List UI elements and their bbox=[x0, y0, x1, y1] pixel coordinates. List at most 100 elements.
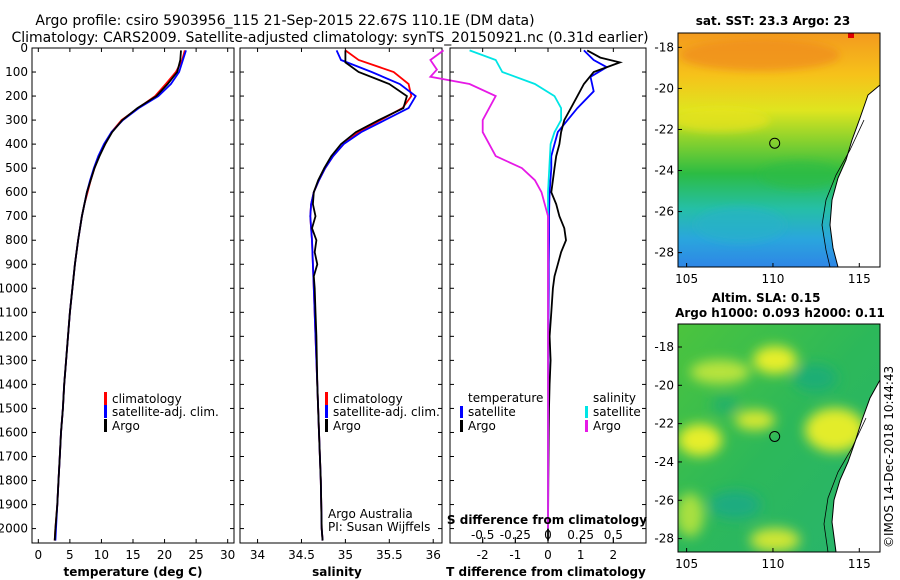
series-line-argo bbox=[311, 50, 408, 541]
x-tick-label: 2 bbox=[610, 548, 618, 562]
imos-watermark: ©IMOS 14-Dec-2018 10:44:43 bbox=[882, 366, 896, 548]
s-tick-label: 0.5 bbox=[604, 528, 623, 542]
legend-mark-climatology bbox=[104, 392, 107, 405]
sla-isobath bbox=[823, 417, 867, 552]
x-tick-label: 0 bbox=[34, 548, 42, 562]
salinity-x-tick-labels: 34 34.5 35 35.5 36 bbox=[250, 548, 441, 562]
depth-tick-labels: 0 100 200 300 400 500 600 700 800 900 1000 1100 1200… bbox=[0, 41, 28, 536]
difference-panel: -2 -1 0 1 2 -0.5 -0.25 0 0.25 0.5 S difference f… bbox=[428, 47, 647, 579]
map-y-tick-label: -24 bbox=[654, 455, 674, 469]
sst-nodata-spot bbox=[848, 33, 854, 38]
legend-mark-temp-satellite bbox=[460, 406, 463, 418]
series-line-temperature-argo bbox=[547, 49, 623, 541]
salinity-difference-label: S difference from climatology bbox=[447, 513, 647, 527]
sst-map-ticks: 105 110 115 -18 -20 -22 -24 -26 -28 bbox=[654, 40, 870, 286]
sla-high-5 bbox=[735, 410, 775, 430]
sla-low-3 bbox=[711, 397, 739, 413]
sla-map-image bbox=[678, 324, 880, 552]
x-tick-label: 36 bbox=[426, 548, 441, 562]
sla-map-ticks: 105 110 115 -18 -20 -22 -24 -26 -28 bbox=[654, 340, 870, 571]
map-y-tick-label: -22 bbox=[654, 122, 674, 136]
series-line-satellite-adj-clim- bbox=[54, 50, 187, 541]
x-tick-label: 35 bbox=[338, 548, 353, 562]
salinity-difference-tick-labels: -0.5 -0.25 0 0.25 0.5 bbox=[471, 528, 623, 542]
sst-isobath bbox=[821, 119, 865, 267]
legend-label-satellite: satellite-adj. clim. bbox=[333, 405, 440, 419]
title-line-2: Climatology: CARS2009. Satellite-adjuste… bbox=[11, 30, 648, 46]
temperature-lines bbox=[53, 50, 187, 541]
depth-tick-label: 400 bbox=[5, 137, 28, 151]
sla-low-1 bbox=[793, 364, 837, 392]
credit-pi: PI: Susan Wijffels bbox=[328, 520, 430, 534]
temperature-x-tick-labels: 0 5 10 15 20 25 30 bbox=[34, 548, 235, 562]
legend-mark-climatology bbox=[325, 392, 328, 405]
sla-high-2 bbox=[690, 360, 750, 384]
map-x-tick-label: 105 bbox=[675, 272, 698, 286]
map-y-tick-label: -18 bbox=[654, 340, 674, 354]
sst-map-title: sat. SST: 23.3 Argo: 23 bbox=[696, 14, 850, 28]
depth-tick-label: 1600 bbox=[0, 425, 28, 439]
legend-mark-sal-satellite bbox=[585, 406, 588, 418]
sst-green-patch bbox=[760, 161, 840, 189]
legend-label-satellite: satellite-adj. clim. bbox=[112, 405, 219, 419]
legend-title-salinity: salinity bbox=[593, 391, 636, 405]
map-y-tick-label: -26 bbox=[654, 205, 674, 219]
difference-legend: temperature satellite Argo salinity sate… bbox=[460, 391, 641, 433]
depth-tick-label: 600 bbox=[5, 185, 28, 199]
title-line-1: Argo profile: csiro 5903956_115 21-Sep-2… bbox=[35, 13, 534, 29]
legend-mark-sal-argo bbox=[585, 420, 588, 432]
depth-tick-label: 100 bbox=[5, 65, 28, 79]
sla-high-4 bbox=[805, 408, 865, 452]
sst-coastline bbox=[829, 84, 880, 267]
depth-tick-label: 1800 bbox=[0, 474, 28, 488]
temperature-axis-ticks bbox=[32, 47, 234, 543]
difference-x-tick-labels: -2 -1 0 1 2 bbox=[477, 548, 617, 562]
s-tick-label: -0.5 bbox=[471, 528, 494, 542]
depth-tick-label: 300 bbox=[5, 113, 28, 127]
series-line-satellite-adj-clim- bbox=[309, 50, 417, 541]
sla-map-panel: Altim. SLA: 0.15 Argo h1000: 0.093 h2000… bbox=[654, 291, 885, 571]
x-tick-label: 20 bbox=[157, 548, 172, 562]
sst-map-image bbox=[678, 33, 880, 267]
map-y-tick-label: -26 bbox=[654, 493, 674, 507]
x-tick-label: 34 bbox=[250, 548, 265, 562]
salinity-plot-frame bbox=[239, 47, 443, 544]
legend-label-climatology: climatology bbox=[112, 392, 182, 406]
x-tick-label: 10 bbox=[94, 548, 109, 562]
depth-tick-label: 1300 bbox=[0, 353, 28, 367]
sla-argo-location-marker bbox=[769, 430, 781, 442]
sla-map-title: Altim. SLA: 0.15 bbox=[712, 291, 821, 305]
sst-argo-location-marker bbox=[769, 137, 781, 149]
x-tick-label: -2 bbox=[477, 548, 489, 562]
sst-map-panel: sat. SST: 23.3 Argo: 23 105 110 115 -18 -20 -… bbox=[654, 14, 881, 286]
x-tick-label: 25 bbox=[188, 548, 203, 562]
depth-tick-label: 200 bbox=[5, 89, 28, 103]
map-x-tick-label: 115 bbox=[848, 272, 871, 286]
legend-label-temp-argo: Argo bbox=[468, 419, 496, 433]
temperature-axis-label: temperature (deg C) bbox=[64, 565, 203, 579]
salinity-legend: climatology satellite-adj. clim. Argo bbox=[325, 392, 440, 433]
x-tick-label: 15 bbox=[125, 548, 140, 562]
depth-tick-label: 2000 bbox=[0, 522, 28, 536]
series-line-temperature-satellite bbox=[547, 49, 609, 529]
depth-tick-label: 1000 bbox=[0, 281, 28, 295]
map-y-tick-label: -18 bbox=[654, 40, 674, 54]
map-y-tick-label: -22 bbox=[654, 417, 674, 431]
difference-axis-ticks bbox=[450, 47, 646, 543]
map-y-tick-label: -20 bbox=[654, 81, 674, 95]
x-tick-label: 1 bbox=[577, 548, 585, 562]
map-x-tick-label: 115 bbox=[848, 557, 871, 571]
depth-tick-label: 0 bbox=[20, 41, 28, 55]
x-tick-label: 34.5 bbox=[288, 548, 315, 562]
sla-map-frame bbox=[677, 323, 881, 553]
depth-tick-label: 1700 bbox=[0, 449, 28, 463]
map-y-tick-label: -28 bbox=[654, 246, 674, 260]
map-y-tick-label: -20 bbox=[654, 378, 674, 392]
depth-tick-label: 1500 bbox=[0, 401, 28, 415]
temperature-difference-label: T difference from climatology bbox=[446, 565, 646, 579]
depth-tick-label: 1200 bbox=[0, 329, 28, 343]
salinity-axis-ticks bbox=[240, 47, 442, 543]
salinity-axis-label: salinity bbox=[312, 565, 362, 579]
x-tick-label: 35.5 bbox=[376, 548, 403, 562]
